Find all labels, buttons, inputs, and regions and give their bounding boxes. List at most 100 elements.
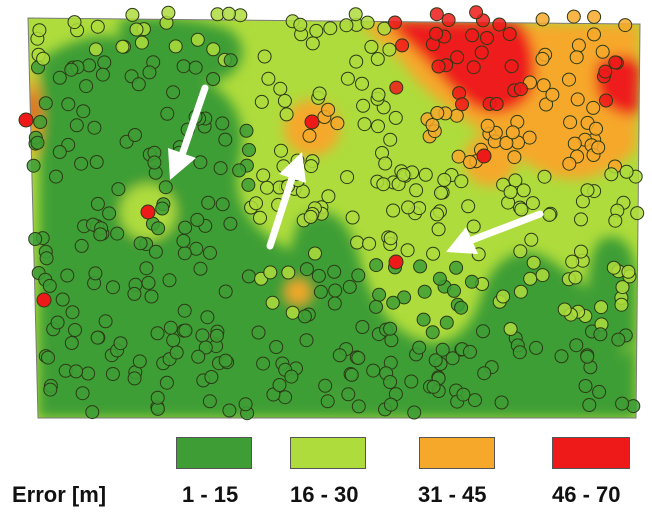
observation-point bbox=[388, 15, 402, 30]
observation-point bbox=[257, 49, 272, 64]
observation-point bbox=[447, 283, 461, 298]
observation-point bbox=[499, 136, 514, 150]
observation-point bbox=[312, 86, 327, 101]
observation-point bbox=[388, 110, 403, 125]
observation-point bbox=[430, 207, 444, 222]
observation-point bbox=[105, 367, 120, 381]
observation-point bbox=[69, 118, 84, 133]
observation-point bbox=[344, 367, 359, 382]
observation-point bbox=[562, 156, 577, 171]
observation-point bbox=[371, 87, 386, 102]
observation-point bbox=[88, 42, 103, 57]
observation-point bbox=[437, 172, 452, 187]
observation-point bbox=[132, 354, 147, 369]
high-error-point bbox=[140, 204, 156, 220]
legend-title: Error [m] bbox=[12, 482, 107, 507]
observation-point bbox=[158, 180, 173, 195]
observation-point bbox=[332, 348, 347, 363]
legend-label-31-45: 31 - 45 bbox=[418, 482, 487, 507]
observation-point bbox=[223, 216, 238, 231]
observation-point bbox=[60, 268, 75, 283]
observation-point bbox=[450, 50, 465, 65]
observation-point bbox=[293, 17, 308, 32]
observation-point bbox=[209, 328, 224, 343]
observation-point bbox=[281, 265, 296, 280]
observation-point bbox=[351, 351, 366, 365]
observation-point bbox=[614, 297, 629, 312]
observation-point bbox=[241, 269, 256, 284]
observation-point bbox=[278, 390, 293, 405]
observation-point bbox=[68, 323, 82, 337]
observation-point bbox=[429, 26, 444, 41]
observation-point bbox=[321, 102, 336, 117]
observation-point bbox=[345, 210, 360, 225]
observation-point bbox=[535, 12, 550, 27]
observation-point bbox=[176, 233, 191, 248]
observation-point bbox=[418, 167, 433, 182]
observation-point bbox=[215, 116, 230, 131]
observation-point bbox=[261, 71, 276, 86]
observation-point bbox=[69, 364, 84, 379]
observation-point bbox=[432, 271, 447, 286]
observation-point bbox=[524, 232, 539, 247]
observation-point bbox=[260, 180, 274, 195]
observation-point bbox=[263, 265, 278, 280]
high-error-point bbox=[36, 292, 52, 308]
observation-point bbox=[508, 173, 523, 188]
observation-point bbox=[430, 106, 445, 120]
observation-point bbox=[378, 156, 393, 171]
observation-point bbox=[128, 128, 142, 142]
observation-point bbox=[580, 349, 595, 364]
observation-point bbox=[151, 221, 166, 236]
legend-swatch-46-70 bbox=[552, 437, 630, 469]
observation-point bbox=[599, 93, 613, 108]
observation-point bbox=[366, 363, 381, 378]
observation-point bbox=[412, 340, 427, 355]
observation-point bbox=[201, 195, 216, 210]
observation-point bbox=[177, 303, 192, 318]
observation-point bbox=[279, 107, 294, 122]
observation-point bbox=[125, 7, 140, 22]
observation-point bbox=[401, 200, 416, 215]
observation-point bbox=[302, 128, 317, 143]
observation-point bbox=[563, 115, 578, 130]
observation-point bbox=[386, 203, 401, 218]
observation-point bbox=[342, 279, 357, 294]
arrow-2 bbox=[266, 152, 306, 250]
observation-point bbox=[39, 251, 54, 266]
observation-point bbox=[76, 104, 91, 119]
observation-point bbox=[598, 64, 613, 79]
legend-label-1-15: 1 - 15 bbox=[182, 482, 239, 507]
observation-point bbox=[356, 98, 371, 113]
error-map-svg bbox=[18, 5, 645, 421]
observation-point bbox=[386, 295, 401, 310]
observation-point bbox=[360, 15, 375, 30]
observation-point bbox=[206, 42, 221, 57]
observation-point bbox=[285, 305, 300, 320]
observation-point bbox=[371, 119, 385, 134]
observation-point bbox=[435, 342, 450, 357]
arrows bbox=[168, 84, 544, 254]
observation-point bbox=[320, 394, 335, 409]
observation-point bbox=[191, 349, 206, 364]
observation-point bbox=[50, 315, 65, 330]
observation-point bbox=[161, 5, 176, 20]
observation-point bbox=[409, 183, 424, 198]
observation-point bbox=[90, 196, 105, 211]
observation-point bbox=[318, 378, 333, 393]
observation-point bbox=[582, 398, 597, 412]
observation-point bbox=[477, 366, 492, 381]
observation-point bbox=[155, 201, 170, 216]
observation-point bbox=[376, 177, 391, 192]
observation-point bbox=[364, 39, 379, 54]
observation-point bbox=[169, 345, 184, 360]
observation-point bbox=[147, 155, 162, 170]
observation-point bbox=[615, 280, 630, 295]
observation-point bbox=[305, 36, 320, 51]
observation-point bbox=[593, 327, 608, 342]
high-error-point bbox=[388, 254, 404, 270]
observation-point bbox=[341, 387, 356, 402]
observation-point bbox=[384, 333, 399, 348]
observation-point bbox=[176, 59, 191, 74]
observation-point bbox=[160, 106, 175, 121]
